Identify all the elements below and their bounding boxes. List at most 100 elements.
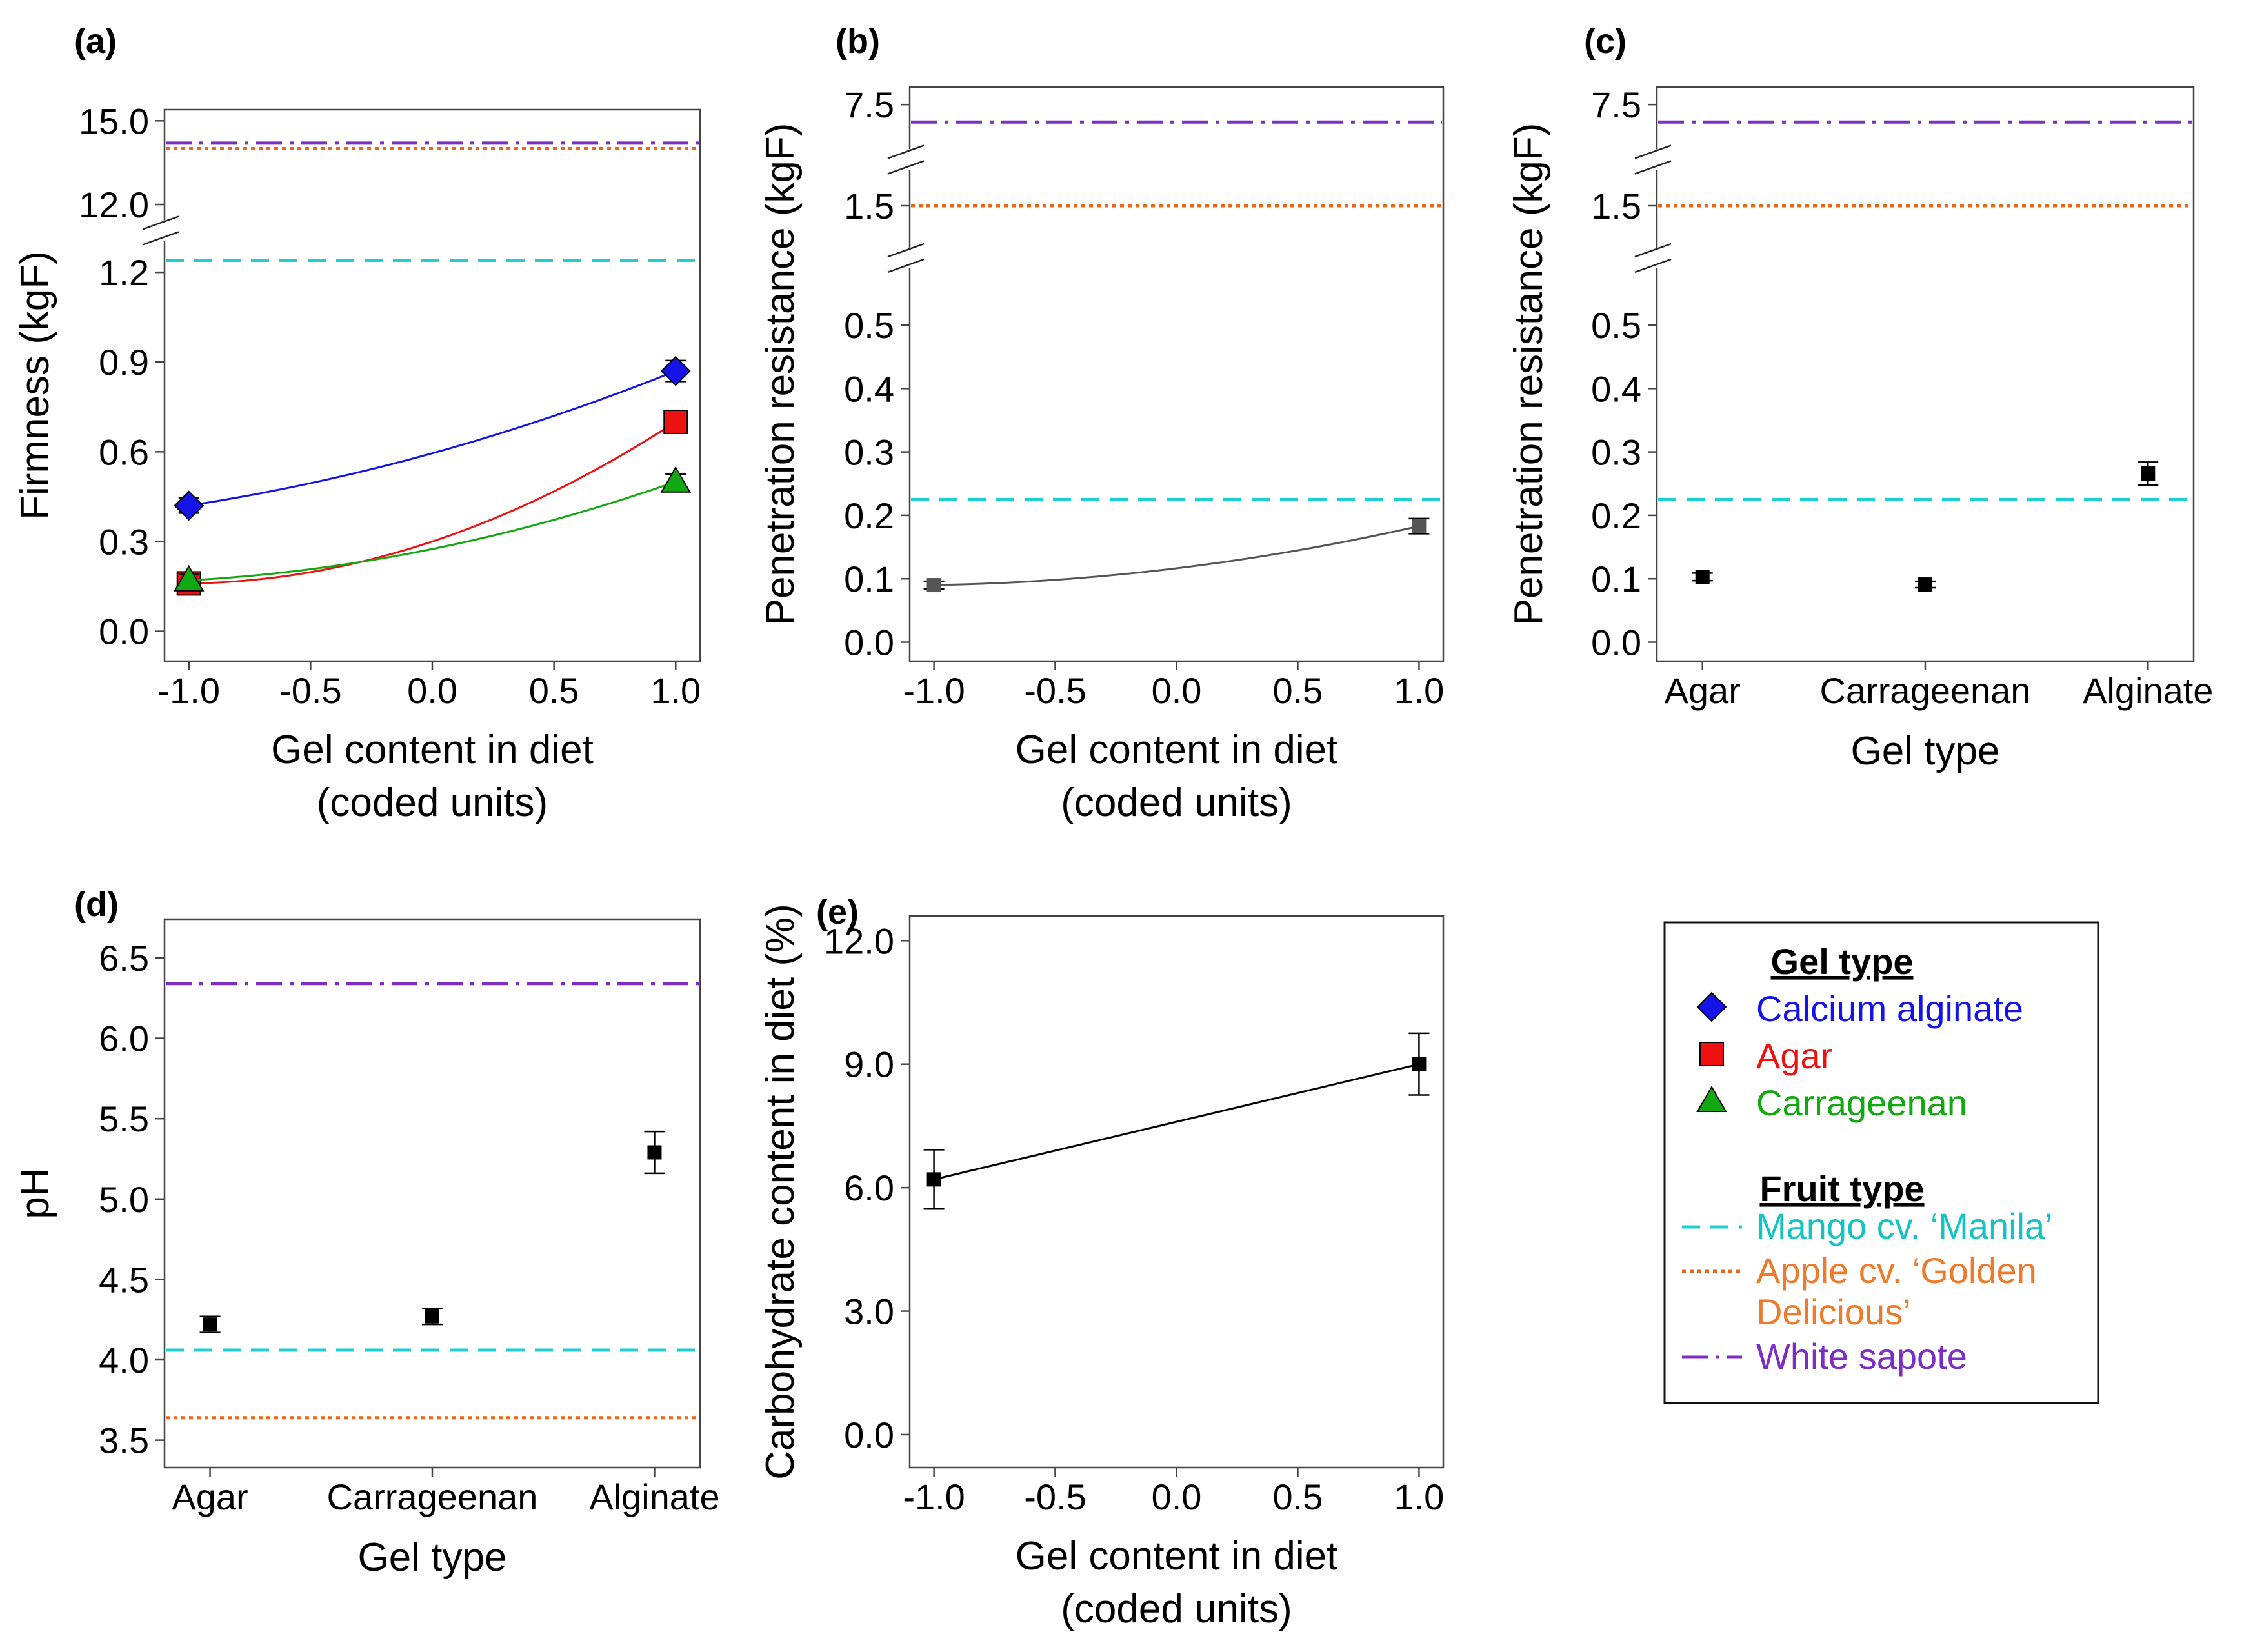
axis-break-mark bbox=[1634, 258, 1672, 274]
y-tick-label: 0.5 bbox=[844, 305, 894, 346]
x-axis-label: (coded units) bbox=[1061, 1587, 1292, 1631]
y-tick-label: 9.0 bbox=[844, 1044, 894, 1085]
legend-marker bbox=[1699, 1042, 1724, 1066]
x-tick-label: 1.0 bbox=[650, 670, 701, 711]
panel-e: 0.0 3.0 6.0 9.0 12.0 -1.0 -0.5 0.0 0.5 1.0 Gel con… bbox=[758, 893, 1444, 1631]
x-tick-label: 0.5 bbox=[1273, 670, 1323, 711]
data-point bbox=[926, 1172, 941, 1187]
panel-b: 0.0 0.1 0.2 0.3 0.4 0.5 1.5 7.5 -1.0 -0.5 0.0 0.5 1.… bbox=[758, 22, 1444, 825]
x-axis-label: Gel content in diet bbox=[1016, 1534, 1338, 1578]
series-line bbox=[188, 481, 676, 582]
axis-break-mark bbox=[142, 215, 179, 230]
y-tick-label: 3.5 bbox=[99, 1420, 149, 1461]
x-tick-label: -0.5 bbox=[1024, 1477, 1086, 1517]
y-tick-label: 0.9 bbox=[99, 342, 149, 383]
y-tick-label: 3.0 bbox=[844, 1291, 894, 1332]
axis-break-mark bbox=[887, 144, 925, 159]
y-tick-label: 6.5 bbox=[99, 938, 149, 979]
y-tick-label: 1.5 bbox=[844, 186, 894, 226]
x-axis-label: Gel content in diet bbox=[271, 728, 594, 772]
panel-label: (e) bbox=[816, 893, 859, 931]
data-point bbox=[1412, 519, 1427, 533]
x-axis-label: (coded units) bbox=[1061, 781, 1292, 825]
legend-fruit-label: Apple cv. ‘Golden bbox=[1756, 1250, 2037, 1291]
y-tick-label: 0.1 bbox=[844, 559, 894, 599]
y-tick-label: 0.3 bbox=[1591, 432, 1641, 473]
series-line bbox=[188, 370, 676, 507]
y-tick-label: 15.0 bbox=[79, 101, 149, 141]
y-tick-label: 0.2 bbox=[1591, 495, 1641, 536]
y-tick-label: 1.5 bbox=[1591, 186, 1641, 226]
legend-fruit-label: White sapote bbox=[1756, 1336, 1967, 1377]
y-axis-label: Penetration resistance (kgF) bbox=[1507, 123, 1551, 626]
axis-break-mark bbox=[1634, 160, 1672, 175]
legend-fruit-title: Fruit type bbox=[1759, 1168, 1924, 1209]
data-point bbox=[1412, 1057, 1427, 1071]
data-point bbox=[660, 355, 691, 386]
x-tick-label: -0.5 bbox=[1024, 670, 1086, 711]
axis-break-mark bbox=[887, 258, 925, 274]
y-tick-label: 0.0 bbox=[1591, 622, 1641, 663]
plot-frame bbox=[163, 108, 701, 662]
x-tick-label: -1.0 bbox=[903, 670, 965, 711]
legend-fruit-label: Delicious’ bbox=[1756, 1291, 1911, 1332]
y-axis-label: Firmness (kgF) bbox=[13, 251, 57, 520]
axis-break-mark bbox=[887, 243, 925, 258]
x-tick-label: 1.0 bbox=[1394, 670, 1444, 711]
panel-label: (c) bbox=[1584, 22, 1627, 61]
data-point bbox=[174, 490, 205, 521]
series-line bbox=[934, 1063, 1419, 1180]
x-axis-label: Gel type bbox=[358, 1535, 507, 1580]
x-tick-label: 1.0 bbox=[1394, 1477, 1444, 1517]
y-tick-label: 4.0 bbox=[99, 1340, 149, 1380]
y-tick-label: 0.0 bbox=[99, 612, 149, 652]
x-axis-label: Gel type bbox=[1851, 729, 2000, 773]
y-tick-label: 0.3 bbox=[844, 432, 894, 473]
y-axis-label: Penetration resistance (kgF) bbox=[758, 123, 803, 626]
x-axis-label: (coded units) bbox=[317, 781, 548, 825]
y-tick-label: 12.0 bbox=[824, 921, 894, 961]
y-axis-label: Carbohydrate content in diet (%) bbox=[758, 904, 803, 1480]
legend-gel-label: Agar bbox=[1756, 1035, 1832, 1076]
data-point bbox=[425, 1309, 439, 1324]
panel-d: 3.5 4.0 4.5 5.0 5.5 6.0 6.5 Agar Carrageenan Algi… bbox=[13, 885, 720, 1580]
panel-label: (d) bbox=[74, 885, 119, 924]
y-tick-label: 7.5 bbox=[1591, 85, 1641, 125]
y-tick-label: 6.0 bbox=[99, 1019, 149, 1059]
y-tick-label: 5.5 bbox=[99, 1099, 149, 1139]
data-point bbox=[660, 466, 692, 493]
x-tick-label: Agar bbox=[172, 1477, 248, 1517]
y-tick-label: 0.3 bbox=[99, 521, 149, 562]
plot-frame bbox=[163, 918, 701, 1469]
x-tick-label: Alginate bbox=[589, 1477, 719, 1517]
legend-gel-label: Calcium alginate bbox=[1756, 988, 2023, 1029]
y-tick-label: 1.2 bbox=[99, 252, 149, 293]
legend-gel-title: Gel type bbox=[1771, 941, 1914, 982]
data-point bbox=[647, 1145, 662, 1160]
y-tick-label: 5.0 bbox=[99, 1179, 149, 1220]
x-tick-label: 0.0 bbox=[1152, 1477, 1202, 1517]
x-tick-label: Alginate bbox=[2083, 670, 2213, 711]
legend: Gel type Calcium alginate Agar Carrageenan F… bbox=[1663, 921, 2099, 1404]
panel-c: 0.0 0.1 0.2 0.3 0.4 0.5 1.5 7.5 Agar Carrageenan A… bbox=[1507, 22, 2213, 773]
y-tick-label: 0.5 bbox=[1591, 305, 1641, 346]
data-point bbox=[203, 1317, 217, 1332]
x-tick-label: -1.0 bbox=[157, 670, 220, 711]
x-tick-label: Agar bbox=[1665, 670, 1741, 711]
data-point bbox=[173, 564, 205, 592]
data-point bbox=[1918, 577, 1932, 592]
axis-break-mark bbox=[1634, 243, 1672, 258]
y-tick-label: 4.5 bbox=[99, 1259, 149, 1300]
x-tick-label: 0.5 bbox=[529, 670, 579, 711]
series-line bbox=[934, 525, 1419, 586]
data-point bbox=[1695, 570, 1710, 584]
legend-fruit-label: Mango cv. ‘Manila’ bbox=[1756, 1206, 2053, 1246]
x-tick-label: Carrageenan bbox=[1820, 670, 2031, 711]
x-tick-label: 0.0 bbox=[407, 670, 457, 711]
y-tick-label: 0.6 bbox=[99, 432, 149, 472]
y-tick-label: 0.1 bbox=[1591, 559, 1641, 599]
y-tick-label: 0.2 bbox=[844, 495, 894, 536]
y-tick-label: 0.0 bbox=[844, 1415, 894, 1455]
x-tick-label: 0.0 bbox=[1152, 670, 1202, 711]
